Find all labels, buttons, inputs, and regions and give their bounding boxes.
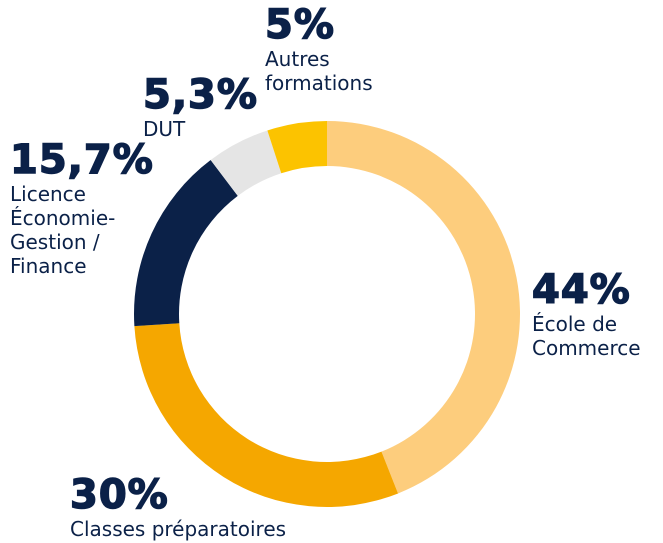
slice-label: 30% Classes préparatoires: [69, 472, 370, 541]
donut-slice: [327, 121, 520, 494]
value-label: 30%: [69, 472, 169, 518]
donut-slice: [210, 130, 282, 196]
donut-slice: [134, 160, 238, 327]
slice-label: 5% Autres formations: [264, 2, 405, 95]
slice-label: 44% École de Commerce: [531, 267, 662, 360]
category-label: DUT: [143, 117, 186, 141]
slice-label: 15,7% Licence Économie-Gestion / Finance: [9, 137, 154, 278]
value-label: 15,7%: [9, 137, 154, 183]
value-label: 5%: [264, 2, 335, 48]
value-label: 5,3%: [142, 72, 258, 118]
category-label: Licence Économie-Gestion / Finance: [10, 182, 116, 278]
slice-label: 5,3% DUT: [142, 72, 258, 141]
category-label: École de Commerce: [532, 312, 641, 360]
value-label: 44%: [531, 267, 631, 313]
donut-slice: [267, 121, 327, 174]
donut-slice: [134, 323, 399, 507]
category-label: Autres formations: [265, 47, 373, 95]
category-label: Classes préparatoires: [70, 517, 287, 541]
